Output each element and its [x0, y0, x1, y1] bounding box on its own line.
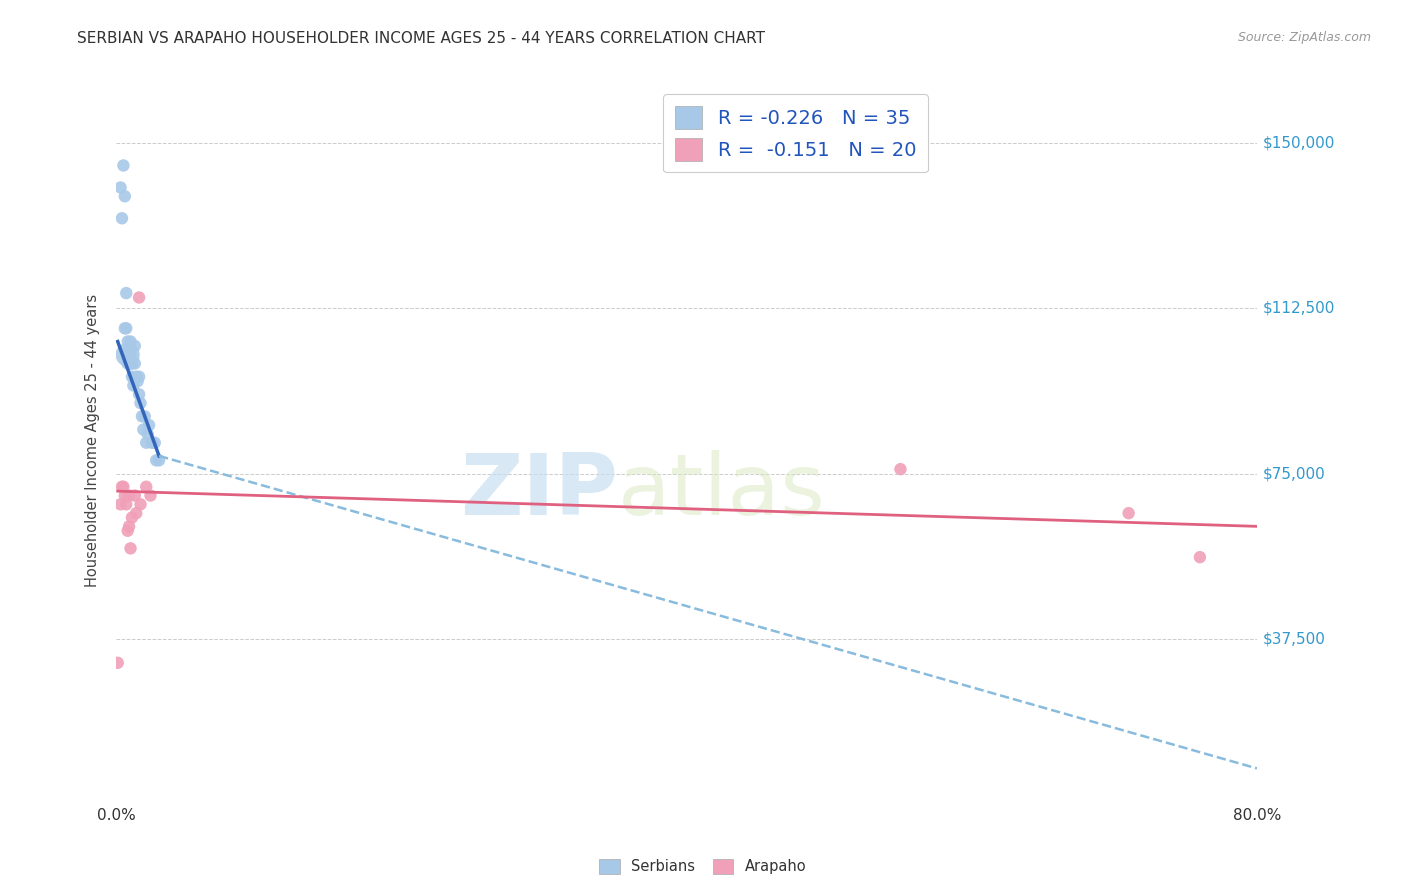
Point	[110, 497, 132, 511]
Text: atlas: atlas	[619, 450, 827, 533]
Point	[117, 357, 139, 371]
Point	[120, 357, 142, 371]
Point	[131, 409, 153, 424]
Point	[125, 369, 148, 384]
Point	[121, 369, 143, 384]
Point	[115, 497, 138, 511]
Point	[128, 291, 150, 305]
Point	[117, 524, 139, 538]
Point	[122, 378, 145, 392]
Point	[132, 423, 155, 437]
Point	[145, 453, 167, 467]
Text: SERBIAN VS ARAPAHO HOUSEHOLDER INCOME AGES 25 - 44 YEARS CORRELATION CHART: SERBIAN VS ARAPAHO HOUSEHOLDER INCOME AG…	[77, 31, 765, 46]
Point	[114, 189, 136, 203]
Point	[111, 480, 134, 494]
Point	[124, 489, 146, 503]
Point	[121, 357, 143, 371]
Point	[1118, 506, 1140, 520]
Point	[138, 418, 160, 433]
Point	[129, 396, 152, 410]
Point	[117, 334, 139, 349]
Point	[118, 343, 141, 358]
Point	[135, 480, 157, 494]
Point	[141, 435, 163, 450]
Point	[134, 409, 156, 424]
Point	[1188, 550, 1211, 565]
Point	[143, 435, 166, 450]
Point	[135, 435, 157, 450]
Point	[111, 211, 134, 226]
Point	[114, 489, 136, 503]
Point	[129, 497, 152, 511]
Point	[124, 339, 146, 353]
Point	[128, 369, 150, 384]
Text: $37,500: $37,500	[1263, 631, 1326, 646]
Point	[110, 180, 132, 194]
Point	[114, 321, 136, 335]
Point	[115, 286, 138, 301]
Legend: R = -0.226   N = 35, R =  -0.151   N = 20: R = -0.226 N = 35, R = -0.151 N = 20	[664, 95, 928, 172]
Text: $112,500: $112,500	[1263, 301, 1336, 316]
Point	[136, 426, 159, 441]
Y-axis label: Householder Income Ages 25 - 44 years: Householder Income Ages 25 - 44 years	[86, 294, 100, 587]
Text: Source: ZipAtlas.com: Source: ZipAtlas.com	[1237, 31, 1371, 45]
Point	[118, 357, 141, 371]
Point	[125, 506, 148, 520]
Point	[112, 480, 135, 494]
Point	[107, 656, 129, 670]
Point	[121, 510, 143, 524]
Point	[118, 489, 141, 503]
Point	[112, 158, 135, 172]
Point	[148, 453, 170, 467]
Point	[889, 462, 911, 476]
Text: $150,000: $150,000	[1263, 136, 1336, 151]
Point	[115, 321, 138, 335]
Point	[118, 519, 141, 533]
Point	[124, 357, 146, 371]
Legend: Serbians, Arapaho: Serbians, Arapaho	[593, 853, 813, 880]
Point	[117, 348, 139, 362]
Point	[127, 374, 149, 388]
Point	[120, 541, 142, 556]
Point	[128, 387, 150, 401]
Point	[120, 334, 142, 349]
Point	[120, 348, 142, 362]
Text: $75,000: $75,000	[1263, 466, 1326, 481]
Point	[139, 489, 162, 503]
Text: ZIP: ZIP	[460, 450, 619, 533]
